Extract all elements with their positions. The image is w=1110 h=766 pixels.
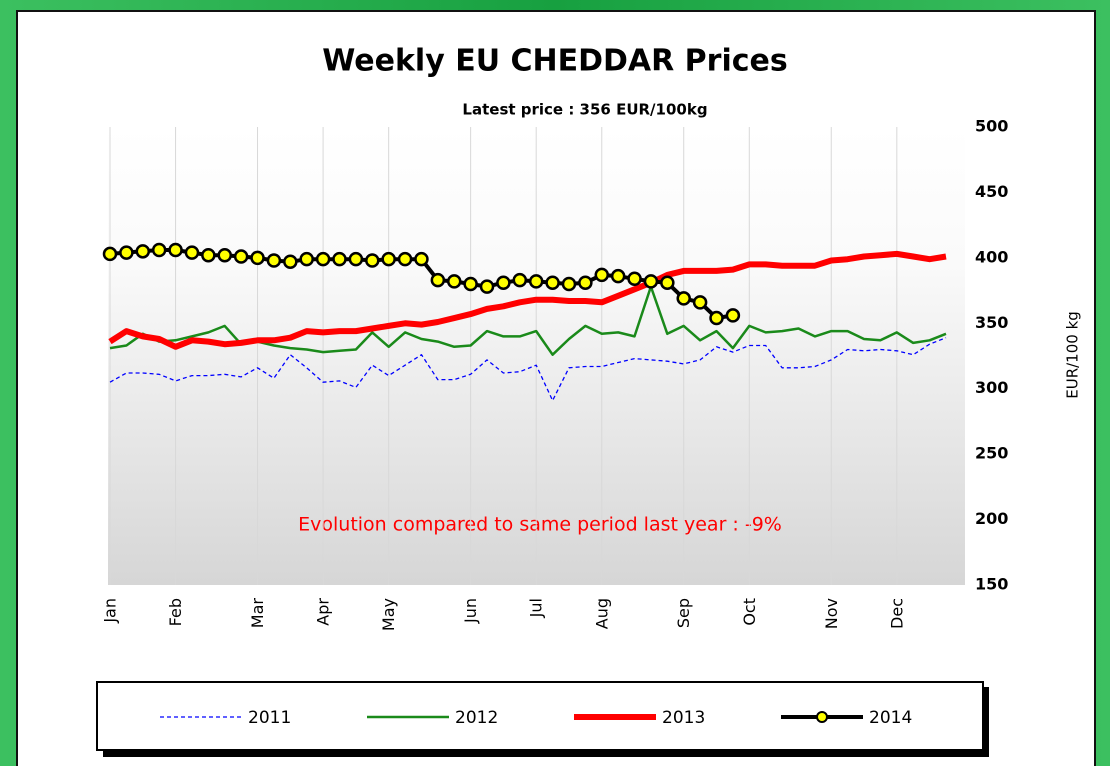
x-tick-label: Jan (101, 598, 120, 624)
legend-label: 2014 (869, 708, 912, 728)
series-marker (233, 249, 249, 264)
series-marker (528, 274, 544, 289)
series-marker (283, 254, 298, 270)
series-marker (365, 253, 380, 268)
series-marker (610, 268, 626, 284)
series-marker (299, 251, 314, 267)
series-marker (643, 274, 659, 289)
x-tick-label: Jun (461, 598, 480, 624)
series-marker (709, 310, 724, 326)
series-marker (594, 267, 610, 283)
series-line (108, 250, 947, 350)
y-tick-label: 250 (975, 444, 1008, 463)
annotation: Evolution compared to same period last y… (298, 514, 782, 536)
plot (102, 127, 947, 585)
legend-label: 2012 (455, 708, 498, 728)
x-tick-label: Apr (314, 598, 333, 626)
y-tick-label: 200 (975, 509, 1008, 528)
series-marker (217, 247, 232, 263)
series-marker (397, 251, 413, 267)
series-marker (266, 253, 282, 268)
series-marker (512, 272, 528, 288)
series-marker (348, 251, 364, 267)
series-marker (545, 275, 560, 290)
series-marker (578, 275, 593, 290)
chart-subtitle: Latest price : 356 EUR/100kg (462, 101, 707, 119)
series-marker (135, 244, 151, 259)
series-marker (201, 247, 216, 263)
x-tick-label: Feb (166, 598, 185, 626)
series-marker (463, 276, 478, 292)
series-marker (414, 251, 429, 267)
x-tick-label: Jul (527, 598, 546, 618)
legend-items: 2011 2012 2013 2014 (160, 708, 912, 728)
x-tick-label: Nov (822, 598, 841, 629)
series-marker (184, 245, 200, 260)
y-tick-label: 150 (975, 575, 1008, 594)
series-marker (315, 251, 331, 267)
series-marker (250, 250, 265, 266)
x-tick-label: May (379, 598, 398, 631)
series-marker (332, 251, 347, 267)
series-marker (692, 295, 708, 310)
series-marker (102, 246, 118, 262)
y-axis-label: EUR/100 kg (1064, 311, 1082, 399)
y-tick-label: 450 (975, 182, 1008, 201)
series-marker (446, 274, 462, 289)
series-marker (168, 242, 183, 258)
series-marker (119, 245, 134, 260)
series-marker (151, 242, 167, 258)
y-tick-label: 500 (975, 117, 1008, 136)
series-marker (660, 275, 675, 290)
x-tick-label: Oct (740, 598, 759, 626)
series-marker (381, 251, 396, 267)
x-tick-label: Dec (887, 598, 906, 629)
series-marker (725, 308, 741, 323)
y-tick-label: 350 (975, 313, 1008, 332)
x-tick-label: Mar (248, 598, 267, 629)
x-tick-label: Sep (674, 598, 693, 628)
legend-marker (816, 711, 828, 723)
legend-label: 2011 (248, 708, 291, 728)
y-tick-label: 400 (975, 247, 1008, 266)
legend-label: 2013 (662, 708, 705, 728)
series-marker (430, 272, 446, 288)
series-marker (561, 276, 577, 292)
series-marker (479, 279, 495, 294)
series-line (109, 337, 947, 402)
series-marker (496, 275, 511, 290)
x-tick-label: Aug (592, 598, 611, 629)
series-marker (627, 271, 642, 287)
series-marker (676, 291, 691, 306)
y-tick-label: 300 (975, 378, 1008, 397)
chart-title: Weekly EU CHEDDAR Prices (322, 44, 787, 79)
